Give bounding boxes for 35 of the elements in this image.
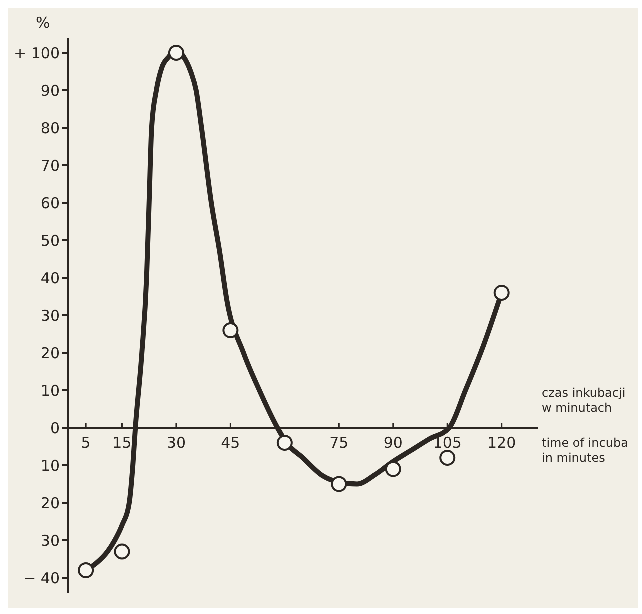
y-tick-label: − 40 bbox=[24, 569, 60, 588]
y-tick-label: 10 bbox=[40, 382, 60, 400]
x-tick-label: 45 bbox=[221, 434, 240, 452]
point bbox=[440, 450, 456, 466]
y-tick-label: 90 bbox=[40, 82, 60, 100]
x-tick-label: 15 bbox=[112, 434, 132, 452]
x-axis-title: czas inkubacji w minutach bbox=[542, 386, 627, 416]
y-tick-label: 30 bbox=[40, 306, 60, 325]
y-tick-label: 60 bbox=[40, 194, 60, 212]
text: time of incuba in minutes bbox=[542, 436, 630, 466]
y-tick-label: + 100 bbox=[14, 44, 60, 62]
x-tick-label: 75 bbox=[330, 434, 349, 452]
y-tick-label: 70 bbox=[40, 156, 60, 175]
x-tick-label: 90 bbox=[384, 434, 403, 452]
y-tick-label: 80 bbox=[40, 119, 60, 138]
point bbox=[222, 322, 239, 338]
x-tick-label: 30 bbox=[166, 434, 186, 452]
x-tick-label: 105 bbox=[433, 434, 462, 452]
x-tick-label: 120 bbox=[488, 434, 516, 452]
y-tick-label: 20 bbox=[40, 494, 60, 512]
point bbox=[331, 476, 348, 492]
y-tick-label: 30 bbox=[40, 532, 60, 550]
point bbox=[114, 544, 130, 560]
y-tick-label: 50 bbox=[40, 232, 60, 250]
y-tick-label: 10 bbox=[40, 456, 60, 475]
point bbox=[168, 45, 184, 61]
point bbox=[276, 435, 293, 451]
point bbox=[78, 562, 94, 578]
y-tick-label: 0 bbox=[50, 419, 60, 438]
y-tick-label: 20 bbox=[40, 344, 60, 362]
x-tick-label: 5 bbox=[81, 434, 91, 452]
point bbox=[385, 461, 402, 478]
y-tick-label: 40 bbox=[40, 269, 60, 288]
point bbox=[494, 285, 510, 301]
y-axis-title: % bbox=[36, 14, 50, 32]
